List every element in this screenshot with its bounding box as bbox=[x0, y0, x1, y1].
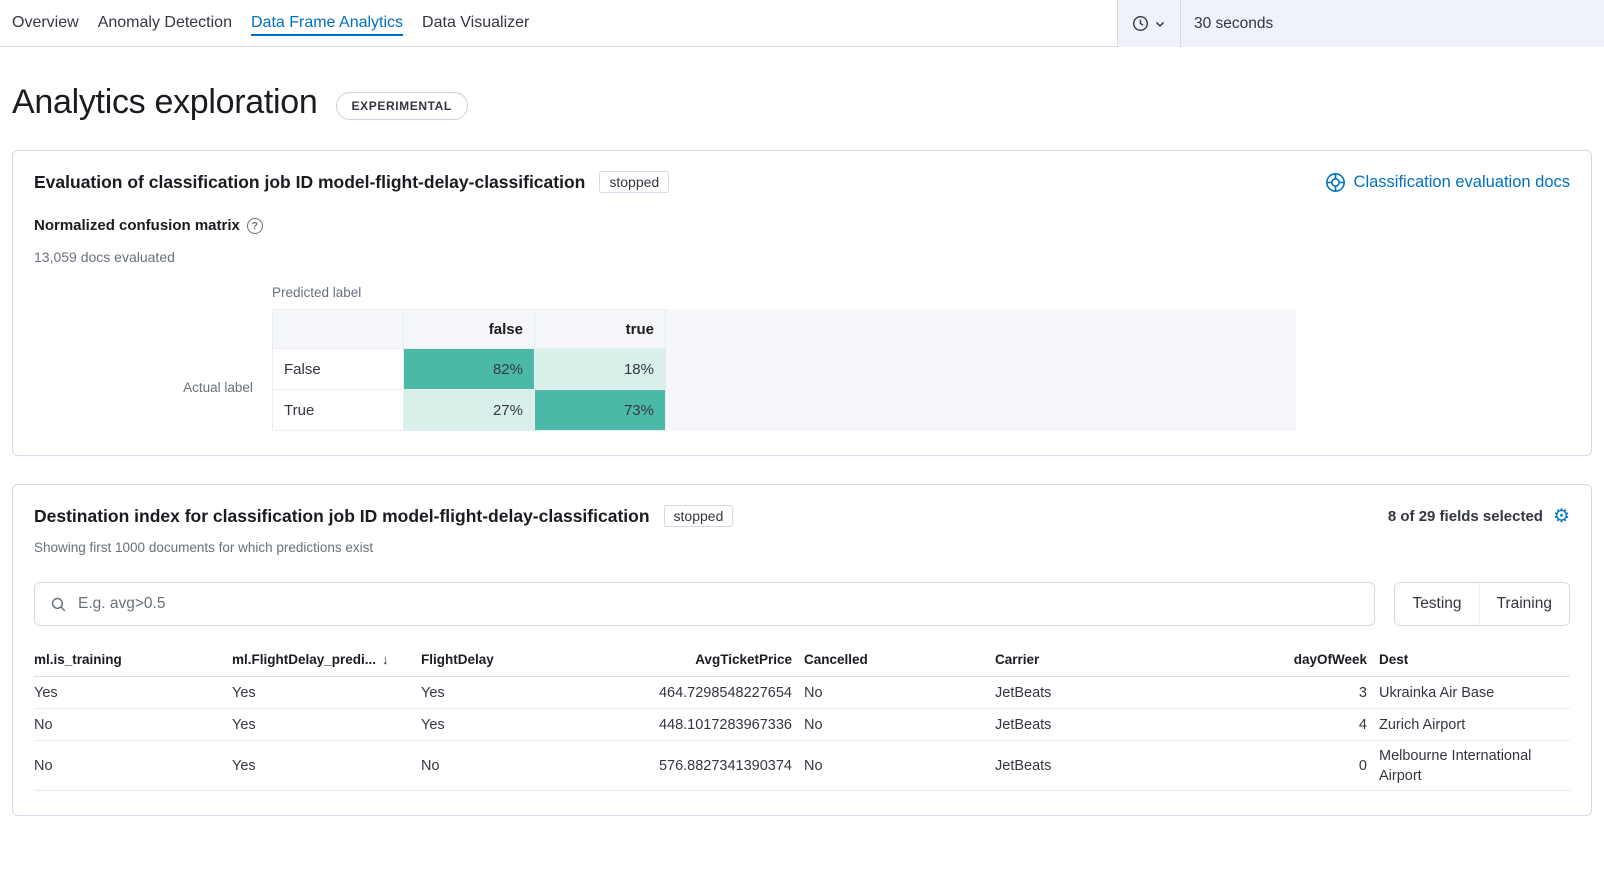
cell-carrier: JetBeats bbox=[995, 684, 1052, 701]
column-header-ml-flightdelay-prediction[interactable]: ml.FlightDelay_predi... ↓ bbox=[232, 652, 421, 667]
matrix-row-label-true: True bbox=[272, 389, 404, 431]
column-header-carrier[interactable]: Carrier bbox=[995, 652, 1040, 667]
confusion-matrix-table: false true False 82% 18% True 27% 73% bbox=[272, 309, 1296, 431]
cell-ml-is-training: No bbox=[34, 757, 53, 774]
matrix-row-label-false: False bbox=[272, 348, 404, 390]
column-header-label: ml.FlightDelay_predi... bbox=[232, 652, 377, 667]
search-row: Testing Training bbox=[34, 582, 1570, 626]
tab-data-frame-analytics-label: Data Frame Analytics bbox=[250, 14, 404, 36]
cell-ml-flightdelay-prediction: Yes bbox=[232, 684, 256, 701]
refresh-interval-value[interactable]: 30 seconds bbox=[1194, 14, 1274, 32]
page-header: Analytics exploration EXPERIMENTAL bbox=[0, 47, 1604, 150]
cell-dest: Melbourne International Airport bbox=[1379, 747, 1532, 784]
evaluation-title: Evaluation of classification job ID mode… bbox=[34, 171, 586, 192]
matrix-cell-true-true: 73% bbox=[534, 389, 666, 431]
tab-anomaly-detection-label: Anomaly Detection bbox=[97, 14, 232, 31]
column-header-avgticketprice[interactable]: AvgTicketPrice bbox=[695, 652, 792, 667]
help-icon[interactable]: ? bbox=[246, 217, 263, 234]
docs-evaluated-count: 13,059 docs evaluated bbox=[34, 249, 175, 265]
search-box bbox=[34, 582, 1376, 626]
evaluation-panel: Evaluation of classification job ID mode… bbox=[12, 150, 1592, 456]
column-header-dest[interactable]: Dest bbox=[1379, 652, 1409, 667]
refresh-settings-button[interactable] bbox=[1118, 0, 1181, 47]
cell-flightdelay: No bbox=[421, 757, 440, 774]
cell-dest: Zurich Airport bbox=[1379, 716, 1466, 733]
cell-avgticketprice: 448.1017283967336 bbox=[658, 716, 792, 733]
training-filter-group: Testing Training bbox=[1394, 582, 1570, 626]
column-header-ml-is-training[interactable]: ml.is_training bbox=[34, 652, 122, 667]
refresh-interval-picker: 30 seconds bbox=[1117, 0, 1604, 47]
top-navigation: Overview Anomaly Detection Data Frame An… bbox=[0, 0, 1604, 47]
destination-status-badge: stopped bbox=[663, 505, 734, 527]
cell-ml-flightdelay-prediction: Yes bbox=[232, 757, 256, 774]
classification-evaluation-docs-link[interactable]: Classification evaluation docs bbox=[1325, 172, 1570, 193]
tab-overview[interactable]: Overview bbox=[12, 14, 79, 32]
fields-selected-label: 8 of 29 fields selected bbox=[1387, 507, 1543, 525]
matrix-col-true: true bbox=[534, 309, 666, 349]
results-grid-header: ml.is_training ml.FlightDelay_predi... ↓… bbox=[34, 652, 1570, 677]
table-row: No Yes Yes 448.1017283967336 No JetBeats… bbox=[34, 709, 1570, 741]
tab-overview-label: Overview bbox=[12, 14, 79, 31]
table-row: Yes Yes Yes 464.7298548227654 No JetBeat… bbox=[34, 677, 1570, 709]
evaluation-status-badge: stopped bbox=[599, 171, 670, 193]
column-header-dayofweek[interactable]: dayOfWeek bbox=[1293, 652, 1367, 667]
column-header-cancelled[interactable]: Cancelled bbox=[804, 652, 868, 667]
clock-icon bbox=[1133, 16, 1148, 31]
cell-cancelled: No bbox=[804, 757, 823, 774]
destination-panel-header: Destination index for classification job… bbox=[34, 505, 1570, 527]
training-filter-button[interactable]: Training bbox=[1478, 583, 1569, 625]
matrix-cell-false-false: 82% bbox=[403, 348, 535, 390]
matrix-col-false: false bbox=[403, 309, 535, 349]
cell-carrier: JetBeats bbox=[995, 757, 1052, 774]
matrix-corner-cell bbox=[272, 309, 404, 349]
tab-data-visualizer[interactable]: Data Visualizer bbox=[422, 14, 529, 32]
tab-anomaly-detection[interactable]: Anomaly Detection bbox=[98, 14, 232, 32]
matrix-heading: Normalized confusion matrix ? bbox=[34, 217, 1570, 234]
predicted-label: Predicted label bbox=[272, 285, 362, 300]
cell-dayofweek: 3 bbox=[1358, 684, 1367, 701]
cell-carrier: JetBeats bbox=[995, 716, 1052, 733]
cell-avgticketprice: 576.8827341390374 bbox=[658, 757, 792, 774]
actual-label: Actual label bbox=[183, 380, 253, 395]
experimental-badge: EXPERIMENTAL bbox=[335, 91, 468, 120]
cell-dest: Ukrainka Air Base bbox=[1379, 684, 1495, 701]
cell-flightdelay: Yes bbox=[421, 716, 445, 733]
cell-flightdelay: Yes bbox=[421, 684, 445, 701]
testing-filter-button[interactable]: Testing bbox=[1395, 583, 1479, 625]
matrix-heading-label: Normalized confusion matrix bbox=[34, 217, 240, 234]
cell-avgticketprice: 464.7298548227654 bbox=[658, 684, 792, 701]
docs-link-label: Classification evaluation docs bbox=[1353, 172, 1570, 191]
cell-cancelled: No bbox=[804, 716, 823, 733]
chevron-down-icon bbox=[1155, 21, 1165, 27]
cell-ml-is-training: No bbox=[34, 716, 53, 733]
destination-title: Destination index for classification job… bbox=[34, 505, 650, 526]
page-title: Analytics exploration bbox=[12, 83, 318, 121]
column-header-flightdelay[interactable]: FlightDelay bbox=[421, 652, 494, 667]
table-row: No Yes No 576.8827341390374 No JetBeats … bbox=[34, 741, 1570, 791]
gear-icon[interactable]: ⚙ bbox=[1552, 505, 1570, 527]
cell-ml-is-training: Yes bbox=[34, 684, 58, 701]
sort-desc-icon: ↓ bbox=[382, 652, 389, 667]
cell-dayofweek: 0 bbox=[1358, 757, 1367, 774]
cell-dayofweek: 4 bbox=[1358, 716, 1367, 733]
cell-cancelled: No bbox=[804, 684, 823, 701]
search-icon bbox=[51, 597, 66, 611]
cell-ml-flightdelay-prediction: Yes bbox=[232, 716, 256, 733]
evaluation-panel-header: Evaluation of classification job ID mode… bbox=[34, 171, 1570, 193]
destination-index-panel: Destination index for classification job… bbox=[12, 484, 1592, 816]
tab-data-frame-analytics[interactable]: Data Frame Analytics bbox=[250, 14, 404, 36]
docs-icon bbox=[1325, 172, 1345, 192]
confusion-matrix: Predicted label Actual label false true … bbox=[183, 285, 1570, 431]
tab-data-visualizer-label: Data Visualizer bbox=[422, 14, 530, 31]
matrix-cell-true-false: 27% bbox=[403, 389, 535, 431]
matrix-cell-false-true: 18% bbox=[534, 348, 666, 390]
results-grid: ml.is_training ml.FlightDelay_predi... ↓… bbox=[34, 652, 1570, 791]
showing-documents-label: Showing first 1000 documents for which p… bbox=[34, 540, 374, 555]
search-input[interactable] bbox=[78, 595, 1360, 613]
